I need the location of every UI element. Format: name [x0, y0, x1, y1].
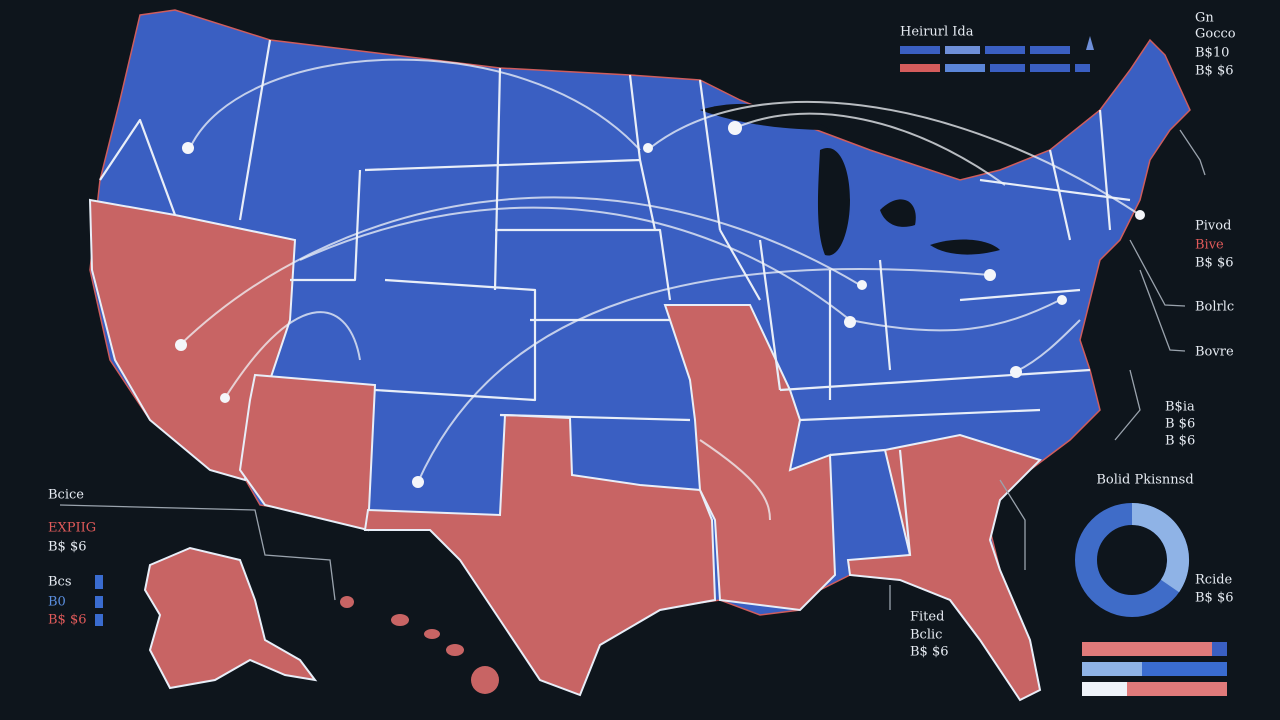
arc: [649, 100, 1141, 216]
node: [1010, 366, 1022, 378]
lake: [880, 199, 916, 227]
icon: [95, 596, 103, 608]
leader: [1129, 239, 1186, 307]
bar: [1127, 682, 1227, 696]
legend-bar: [985, 46, 1025, 54]
node: [984, 269, 996, 281]
island: [391, 614, 409, 626]
hawaii: [340, 596, 499, 694]
label: Fited: [910, 610, 944, 625]
top-legend: Heirurl Ida: [900, 25, 1094, 72]
label: EXPIIG: [48, 521, 96, 536]
southeast: [846, 433, 1042, 702]
legend-bar: [1030, 46, 1070, 54]
legend-bar: [1030, 64, 1070, 72]
label: Bcs: [48, 575, 72, 590]
leader: [1114, 369, 1141, 441]
label: B$ $6: [1195, 591, 1234, 606]
legend-bar: [945, 46, 980, 54]
arc: [849, 299, 1061, 332]
leader: [1179, 129, 1206, 176]
bar: [1082, 662, 1142, 676]
node: [412, 476, 424, 488]
label: B $6: [1165, 434, 1195, 449]
label: Gocco: [1195, 27, 1236, 42]
legend-bar: [945, 64, 985, 72]
label: B $6: [1165, 417, 1195, 432]
leader: [59, 504, 336, 601]
legend-bar: [1075, 64, 1090, 72]
node: [728, 121, 742, 135]
label: B$10: [1195, 46, 1229, 61]
legend-icon: [1086, 36, 1094, 50]
island: [424, 629, 440, 639]
donut-segment: [1131, 502, 1190, 593]
arc: [224, 311, 361, 399]
label: B$ $6: [910, 645, 949, 660]
node: [175, 339, 187, 351]
donut-title: Bolid Pkisnnsd: [1096, 473, 1193, 488]
label: B0: [48, 595, 66, 610]
label: B$ $6: [48, 613, 87, 628]
arc: [734, 112, 1006, 186]
bar: [1082, 642, 1212, 656]
south-central: [663, 304, 837, 612]
lake: [930, 239, 1000, 255]
leader: [999, 479, 1026, 570]
arc: [1014, 319, 1081, 373]
legend-title: Heirurl Ida: [900, 25, 974, 40]
arc: [299, 206, 851, 321]
node: [1135, 210, 1145, 220]
label: Bclic: [910, 628, 942, 643]
label: Pivod: [1195, 219, 1231, 234]
label: Bcice: [48, 488, 84, 503]
island: [340, 596, 354, 608]
arc: [699, 439, 771, 521]
island: [471, 666, 499, 694]
label: B$ $6: [1195, 256, 1234, 271]
bar: [1142, 662, 1227, 676]
node: [1057, 295, 1067, 305]
label: Bovre: [1195, 345, 1234, 360]
arc-nodes: [175, 121, 1145, 488]
node: [220, 393, 230, 403]
label: B$ $6: [48, 540, 87, 555]
bar: [1212, 642, 1227, 656]
legend-bar: [900, 46, 940, 54]
left-icons: [95, 575, 103, 626]
label: Bolrlc: [1195, 300, 1234, 315]
texas: [363, 413, 717, 697]
legend-bar: [990, 64, 1025, 72]
lake: [817, 148, 850, 256]
label: Rcide: [1195, 573, 1233, 588]
label: Bive: [1195, 238, 1224, 253]
legend-bar: [900, 64, 940, 72]
label: B$ia: [1165, 400, 1195, 415]
flow-arcs: [175, 58, 1145, 521]
icon: [95, 575, 103, 589]
label: Gn: [1195, 11, 1214, 26]
state-borders: [99, 39, 1131, 556]
icon: [95, 614, 103, 626]
alaska: [143, 546, 318, 690]
island: [446, 644, 464, 656]
node: [844, 316, 856, 328]
leader: [1139, 269, 1186, 352]
bottom-bars: [1082, 642, 1227, 696]
arizona: [238, 373, 377, 532]
bar: [1082, 682, 1127, 696]
label: B$ $6: [1195, 64, 1234, 79]
leader-lines: [59, 129, 1206, 610]
red-regions: [88, 198, 1042, 702]
node: [182, 142, 194, 154]
arc: [179, 196, 861, 346]
node: [643, 143, 653, 153]
arc: [417, 268, 991, 483]
arc: [189, 58, 641, 151]
node: [857, 280, 867, 290]
